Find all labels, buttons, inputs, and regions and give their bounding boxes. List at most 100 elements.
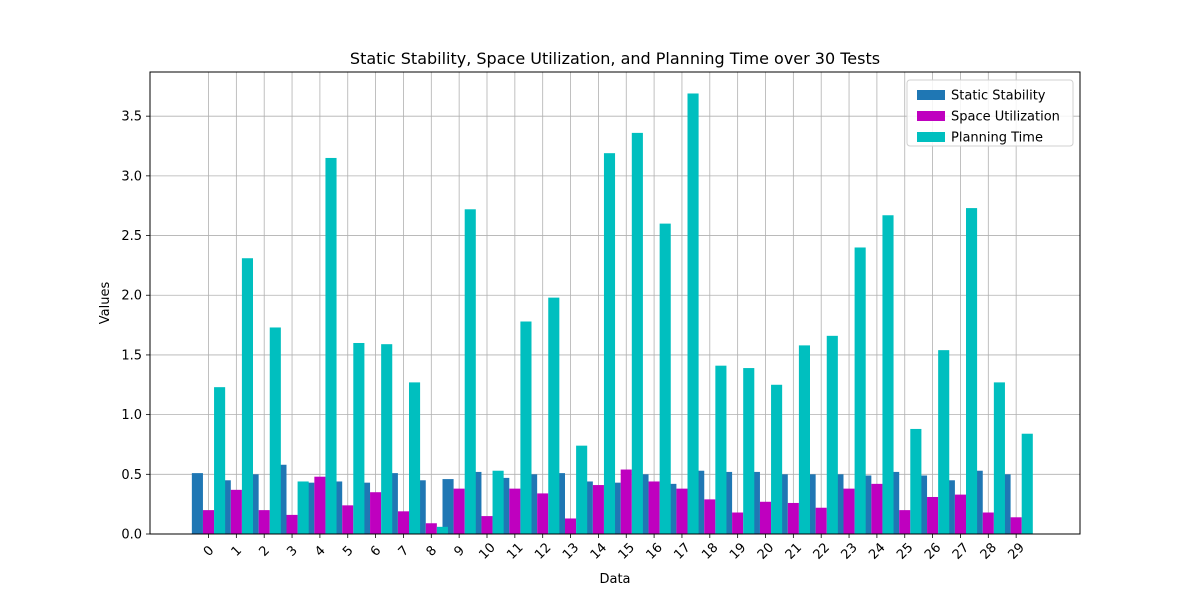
x-tick-label: 5 (340, 543, 356, 559)
bar (659, 223, 671, 534)
bar (464, 209, 476, 535)
bar (358, 482, 371, 534)
x-tick-label: 4 (312, 543, 328, 559)
x-tick-label: 10 (476, 540, 498, 562)
bar (548, 297, 560, 534)
bar (269, 327, 281, 534)
y-tick-label: 0.5 (121, 468, 142, 483)
bar (425, 523, 437, 534)
bar (453, 488, 465, 534)
legend-swatch (917, 132, 945, 142)
bar (871, 483, 883, 534)
bar (971, 470, 983, 534)
bar (832, 474, 844, 534)
bar (1021, 433, 1033, 534)
bar (241, 258, 253, 534)
bar (202, 510, 215, 534)
bar (442, 479, 454, 534)
bar (843, 488, 855, 534)
bar (553, 473, 565, 534)
x-tick-label: 21 (783, 540, 805, 562)
bar (397, 511, 409, 534)
bar (603, 153, 616, 535)
bar (804, 474, 816, 534)
bar (386, 473, 398, 534)
x-tick-label: 16 (643, 540, 665, 562)
y-tick-label: 2.0 (121, 289, 142, 304)
bar (620, 469, 632, 534)
bar (520, 321, 532, 534)
bar (342, 505, 354, 534)
x-tick-label: 23 (838, 540, 860, 562)
bar (665, 483, 677, 534)
bar (537, 493, 549, 534)
bar (787, 502, 799, 534)
y-axis-label: Values (98, 282, 113, 325)
bar (286, 514, 298, 534)
x-tick-label: 14 (588, 540, 610, 562)
bar (381, 344, 393, 534)
bar (954, 494, 966, 534)
bar (191, 473, 203, 534)
bar (509, 488, 521, 534)
bar (275, 464, 287, 534)
bar (759, 501, 772, 534)
y-tick-label: 0.0 (121, 528, 142, 543)
bar (247, 474, 259, 534)
bar (798, 345, 810, 534)
x-tick-label: 6 (368, 543, 384, 559)
bar (743, 368, 755, 534)
legend-box (906, 79, 1074, 147)
bar (721, 471, 733, 534)
y-tick-label: 1.0 (121, 408, 142, 423)
y-tick-label: 1.5 (121, 348, 142, 363)
x-tick-label: 15 (616, 540, 638, 562)
x-tick-label: 8 (424, 543, 440, 559)
bar (993, 382, 1005, 534)
bar (331, 481, 343, 534)
bar (915, 475, 928, 534)
bar (581, 481, 593, 534)
bar (715, 365, 727, 534)
bar (409, 382, 421, 534)
bar (470, 471, 482, 534)
x-tick-label: 0 (201, 543, 217, 559)
bar (214, 387, 226, 534)
bar (732, 512, 744, 534)
x-tick-label: 24 (866, 540, 888, 562)
bar (303, 482, 315, 534)
x-tick-label: 1 (229, 543, 245, 559)
bar (230, 489, 242, 534)
legend: Static Stability Space Utilization Plannin… (906, 79, 1074, 147)
bar (325, 157, 337, 534)
legend-swatch (917, 111, 945, 121)
x-tick-label: 12 (532, 540, 554, 562)
x-tick-label: 20 (755, 540, 777, 562)
x-tick-label: 22 (811, 540, 833, 562)
legend-label: Static Stability (951, 89, 1046, 104)
bar (481, 516, 493, 534)
x-tick-label: 3 (284, 543, 300, 559)
bar (1010, 517, 1022, 534)
bar (648, 481, 660, 534)
legend-label: Space Utilization (951, 110, 1060, 125)
x-tick-label: 17 (671, 540, 693, 562)
x-tick-label: 26 (922, 540, 944, 562)
x-tick-label: 11 (504, 540, 526, 562)
bar (888, 471, 900, 534)
x-tick-label: 28 (978, 540, 1000, 562)
bar (938, 350, 950, 534)
bar (910, 428, 922, 534)
bar (704, 499, 716, 534)
bar (492, 470, 504, 534)
y-tick-label: 3.0 (121, 169, 142, 184)
bar (314, 476, 326, 534)
bars (191, 93, 1033, 535)
bar (436, 526, 448, 534)
x-tick-label: 25 (894, 540, 916, 562)
bar (899, 510, 911, 534)
bar (637, 474, 649, 534)
bar (982, 512, 994, 534)
bar (498, 477, 510, 534)
